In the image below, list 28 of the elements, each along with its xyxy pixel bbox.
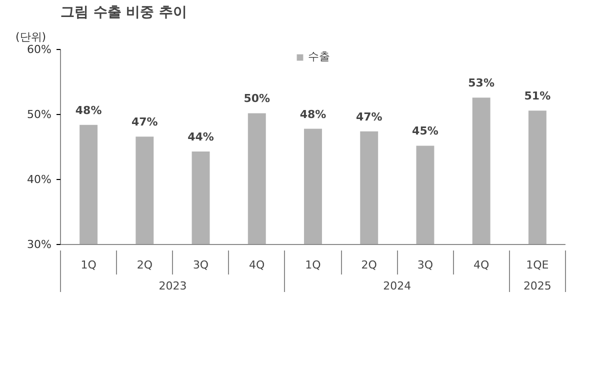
data-label: 44% — [188, 130, 214, 144]
y-tick-label: 40% — [27, 173, 52, 186]
data-label: 47% — [132, 116, 158, 129]
data-label: 48% — [75, 104, 102, 117]
data-label: 45% — [412, 124, 438, 138]
x-tick-label: 3Q — [417, 258, 434, 272]
x-tick-label: 3Q — [192, 258, 209, 272]
chart-title: 그림 수출 비중 추이 — [60, 4, 188, 20]
legend-label: 수출 — [308, 49, 330, 64]
x-tick-label: 1QE — [526, 258, 549, 272]
y-tick-label: 60% — [27, 43, 52, 56]
x-tick-label: 1Q — [80, 258, 97, 272]
y-tick-label: 30% — [27, 238, 52, 251]
text: 2023 — [158, 280, 187, 292]
data-label: 50% — [244, 92, 270, 106]
data-label: 48% — [300, 108, 326, 121]
x-tick-label: 2Q — [136, 258, 153, 272]
y-tick-label: 50% — [27, 108, 52, 121]
text: 2025 — [523, 280, 552, 292]
x-tick-label: 4Q — [474, 258, 490, 272]
x-tick-label: 2Q — [361, 258, 378, 272]
data-label: 51% — [524, 90, 551, 103]
data-label: 53% — [468, 76, 495, 90]
x-tick-label: 4Q — [249, 258, 266, 272]
text: 2024 — [383, 280, 412, 292]
y-axis-title: (단위) — [16, 30, 46, 44]
data-label: 47% — [356, 110, 382, 124]
x-tick-label: 1Q — [305, 258, 322, 272]
